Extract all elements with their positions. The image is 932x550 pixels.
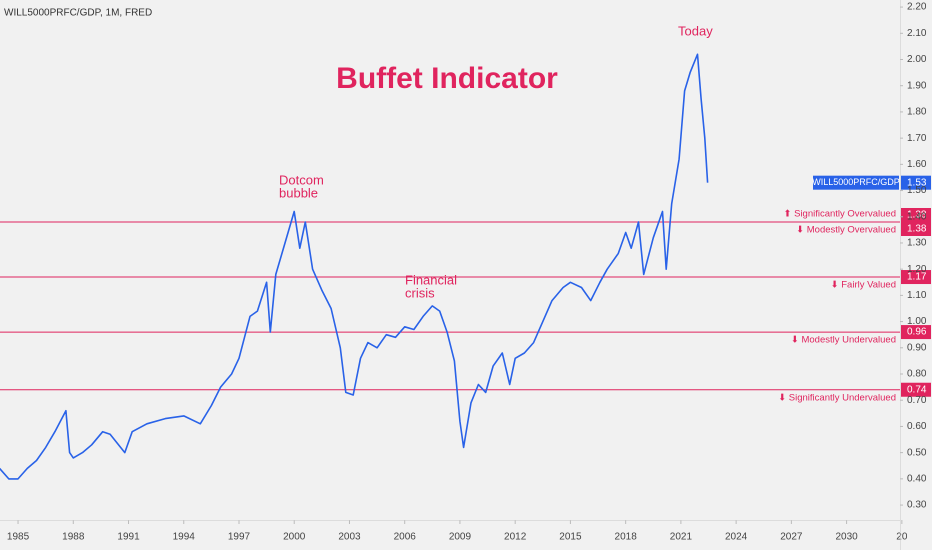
y-tick-label: 2.10	[907, 28, 927, 39]
y-tick-label: 1.20	[907, 264, 927, 275]
x-tick-label: 1985	[7, 532, 30, 543]
x-tick-label: 1988	[62, 532, 85, 543]
level-label: ⬇ Modestly Undervalued	[791, 335, 896, 346]
level-label: ⬇ Modestly Overvalued	[796, 225, 896, 236]
level-tag	[901, 207, 931, 222]
annotation: Dotcom	[279, 172, 324, 187]
level-tag	[901, 382, 931, 397]
level-label: ⬇ Fairly Valued	[831, 280, 896, 291]
y-tick-label: 1.90	[907, 80, 927, 91]
y-tick-label: 2.20	[907, 2, 927, 13]
symbol-header: WILL5000PRFC/GDP, 1M, FRED	[4, 8, 152, 19]
x-tick-label: 1994	[173, 532, 196, 543]
level-tag	[901, 325, 931, 340]
level-label: ⬇ Significantly Undervalued	[778, 392, 896, 403]
x-tick-label: 2018	[615, 532, 638, 543]
x-tick-label: 2015	[559, 532, 582, 543]
level-label: ⬆ Significantly Overvalued	[783, 209, 896, 220]
level-tag-value: 0.74	[907, 384, 927, 395]
x-tick-label: 2030	[835, 532, 858, 543]
chart-title: Buffet Indicator	[336, 62, 558, 95]
x-tick-label: 2006	[394, 532, 417, 543]
x-tick-label: 2021	[670, 532, 693, 543]
annotation: bubble	[279, 185, 318, 200]
y-axis-panel	[900, 0, 901, 550]
level-tag-value: 1.38	[907, 210, 927, 221]
annotation: crisis	[405, 285, 435, 300]
annotation: Financial	[405, 272, 457, 287]
y-tick-label: 2.00	[907, 54, 927, 65]
y-tick-label: 0.50	[907, 447, 927, 458]
x-tick-label: 2003	[338, 532, 361, 543]
y-tick-label: 0.60	[907, 421, 927, 432]
last-name-label: WILL5000PRFC/GDP	[812, 177, 900, 187]
x-tick-label: 1997	[228, 532, 251, 543]
level-tag	[901, 270, 931, 285]
x-axis-line	[0, 520, 900, 521]
y-tick-label: 0.30	[907, 500, 927, 511]
x-tick-label: 20	[896, 532, 908, 543]
last-value-label: 1.53	[907, 177, 927, 188]
y-tick-label: 1.60	[907, 159, 927, 170]
level-tag-value: 1.17	[907, 272, 927, 283]
y-tick-label: 1.70	[907, 133, 927, 144]
x-tick-label: 1991	[117, 532, 140, 543]
level-tag-value: 0.96	[907, 327, 927, 338]
x-tick-label: 2000	[283, 532, 306, 543]
last-value-tag	[901, 175, 931, 190]
y-tick-label: 0.80	[907, 369, 927, 380]
level-tag	[901, 221, 931, 236]
series-line	[0, 53, 709, 480]
y-tick-label: 1.50	[907, 185, 927, 196]
x-tick-label: 2012	[504, 532, 527, 543]
y-tick-label: 0.90	[907, 342, 927, 353]
last-name-tag	[813, 175, 899, 190]
y-tick-label: 1.00	[907, 316, 927, 327]
y-tick-label: 1.10	[907, 290, 927, 301]
y-tick-label: 0.70	[907, 395, 927, 406]
y-tick-label: 1.40	[907, 211, 927, 222]
level-tag-value: 1.38	[907, 224, 927, 235]
x-tick-label: 2027	[780, 532, 803, 543]
y-tick-label: 1.80	[907, 107, 927, 118]
y-tick-label: 1.30	[907, 238, 927, 249]
annotation: Today	[678, 23, 713, 38]
x-tick-label: 2009	[449, 532, 472, 543]
x-tick-label: 2024	[725, 532, 748, 543]
y-tick-label: 0.40	[907, 473, 927, 484]
